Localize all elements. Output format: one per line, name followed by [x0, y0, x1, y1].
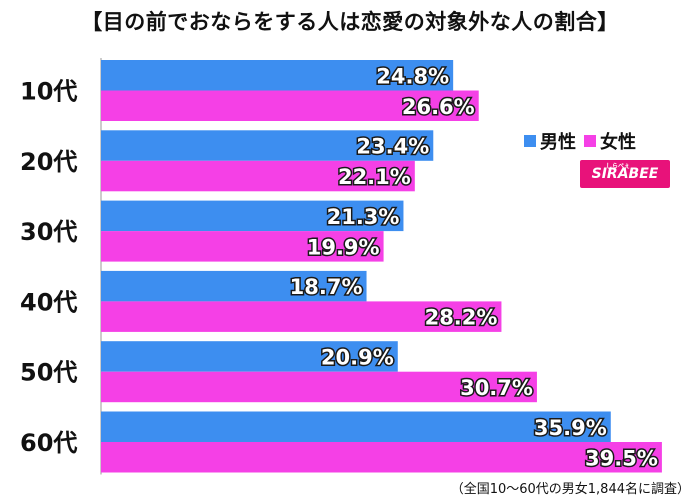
value-label-female: 22.1% [338, 165, 411, 189]
value-label-male: 18.7% [290, 275, 363, 299]
sirabee-logo: しらべぇ SIRABEE [580, 160, 670, 188]
category-label: 20代 [20, 148, 77, 176]
value-label-male: 20.9% [321, 345, 394, 369]
bar-male [101, 130, 434, 161]
chart-title: 【目の前でおならをする人は恋愛の対象外な人の割合】 [81, 10, 619, 34]
bar-female [101, 371, 537, 403]
survey-note: （全国10〜60代の男女1,844名に調査） [450, 482, 690, 497]
value-label-male: 23.4% [356, 135, 429, 159]
bar-female [101, 301, 502, 332]
category-label: 10代 [20, 78, 77, 106]
bar-female [101, 231, 384, 262]
legend-swatch-female [584, 135, 596, 147]
logo-tagline: しらべぇ [606, 163, 631, 170]
bar-female [101, 160, 415, 192]
legend-item-female: 女性 [584, 128, 636, 154]
category-label: 60代 [20, 429, 77, 457]
bar-male [101, 60, 454, 91]
category-label: 30代 [20, 218, 77, 246]
value-label-male: 21.3% [327, 205, 400, 229]
value-label-female: 19.9% [307, 235, 380, 259]
value-label-male: 35.9% [534, 416, 607, 440]
value-label-female: 30.7% [460, 376, 533, 400]
value-label-female: 28.2% [425, 306, 498, 330]
bar-male [101, 341, 398, 372]
bar-male [101, 411, 611, 442]
value-label-male: 24.8% [376, 64, 449, 88]
category-label: 40代 [20, 288, 77, 316]
value-label-female: 39.5% [585, 446, 658, 470]
legend-label-female: 女性 [600, 132, 636, 153]
legend-label-male: 男性 [540, 132, 576, 153]
legend-item-male: 男性 [524, 128, 576, 154]
bar-female [101, 442, 662, 473]
legend: 男性 女性 [524, 128, 644, 154]
bar-female [101, 90, 479, 121]
value-label-female: 26.6% [402, 95, 475, 119]
bar-male [101, 270, 367, 302]
logo-text: SIRABEE [591, 166, 659, 182]
category-label: 50代 [20, 359, 77, 387]
legend-swatch-male [524, 135, 536, 147]
bar-male [101, 200, 404, 232]
